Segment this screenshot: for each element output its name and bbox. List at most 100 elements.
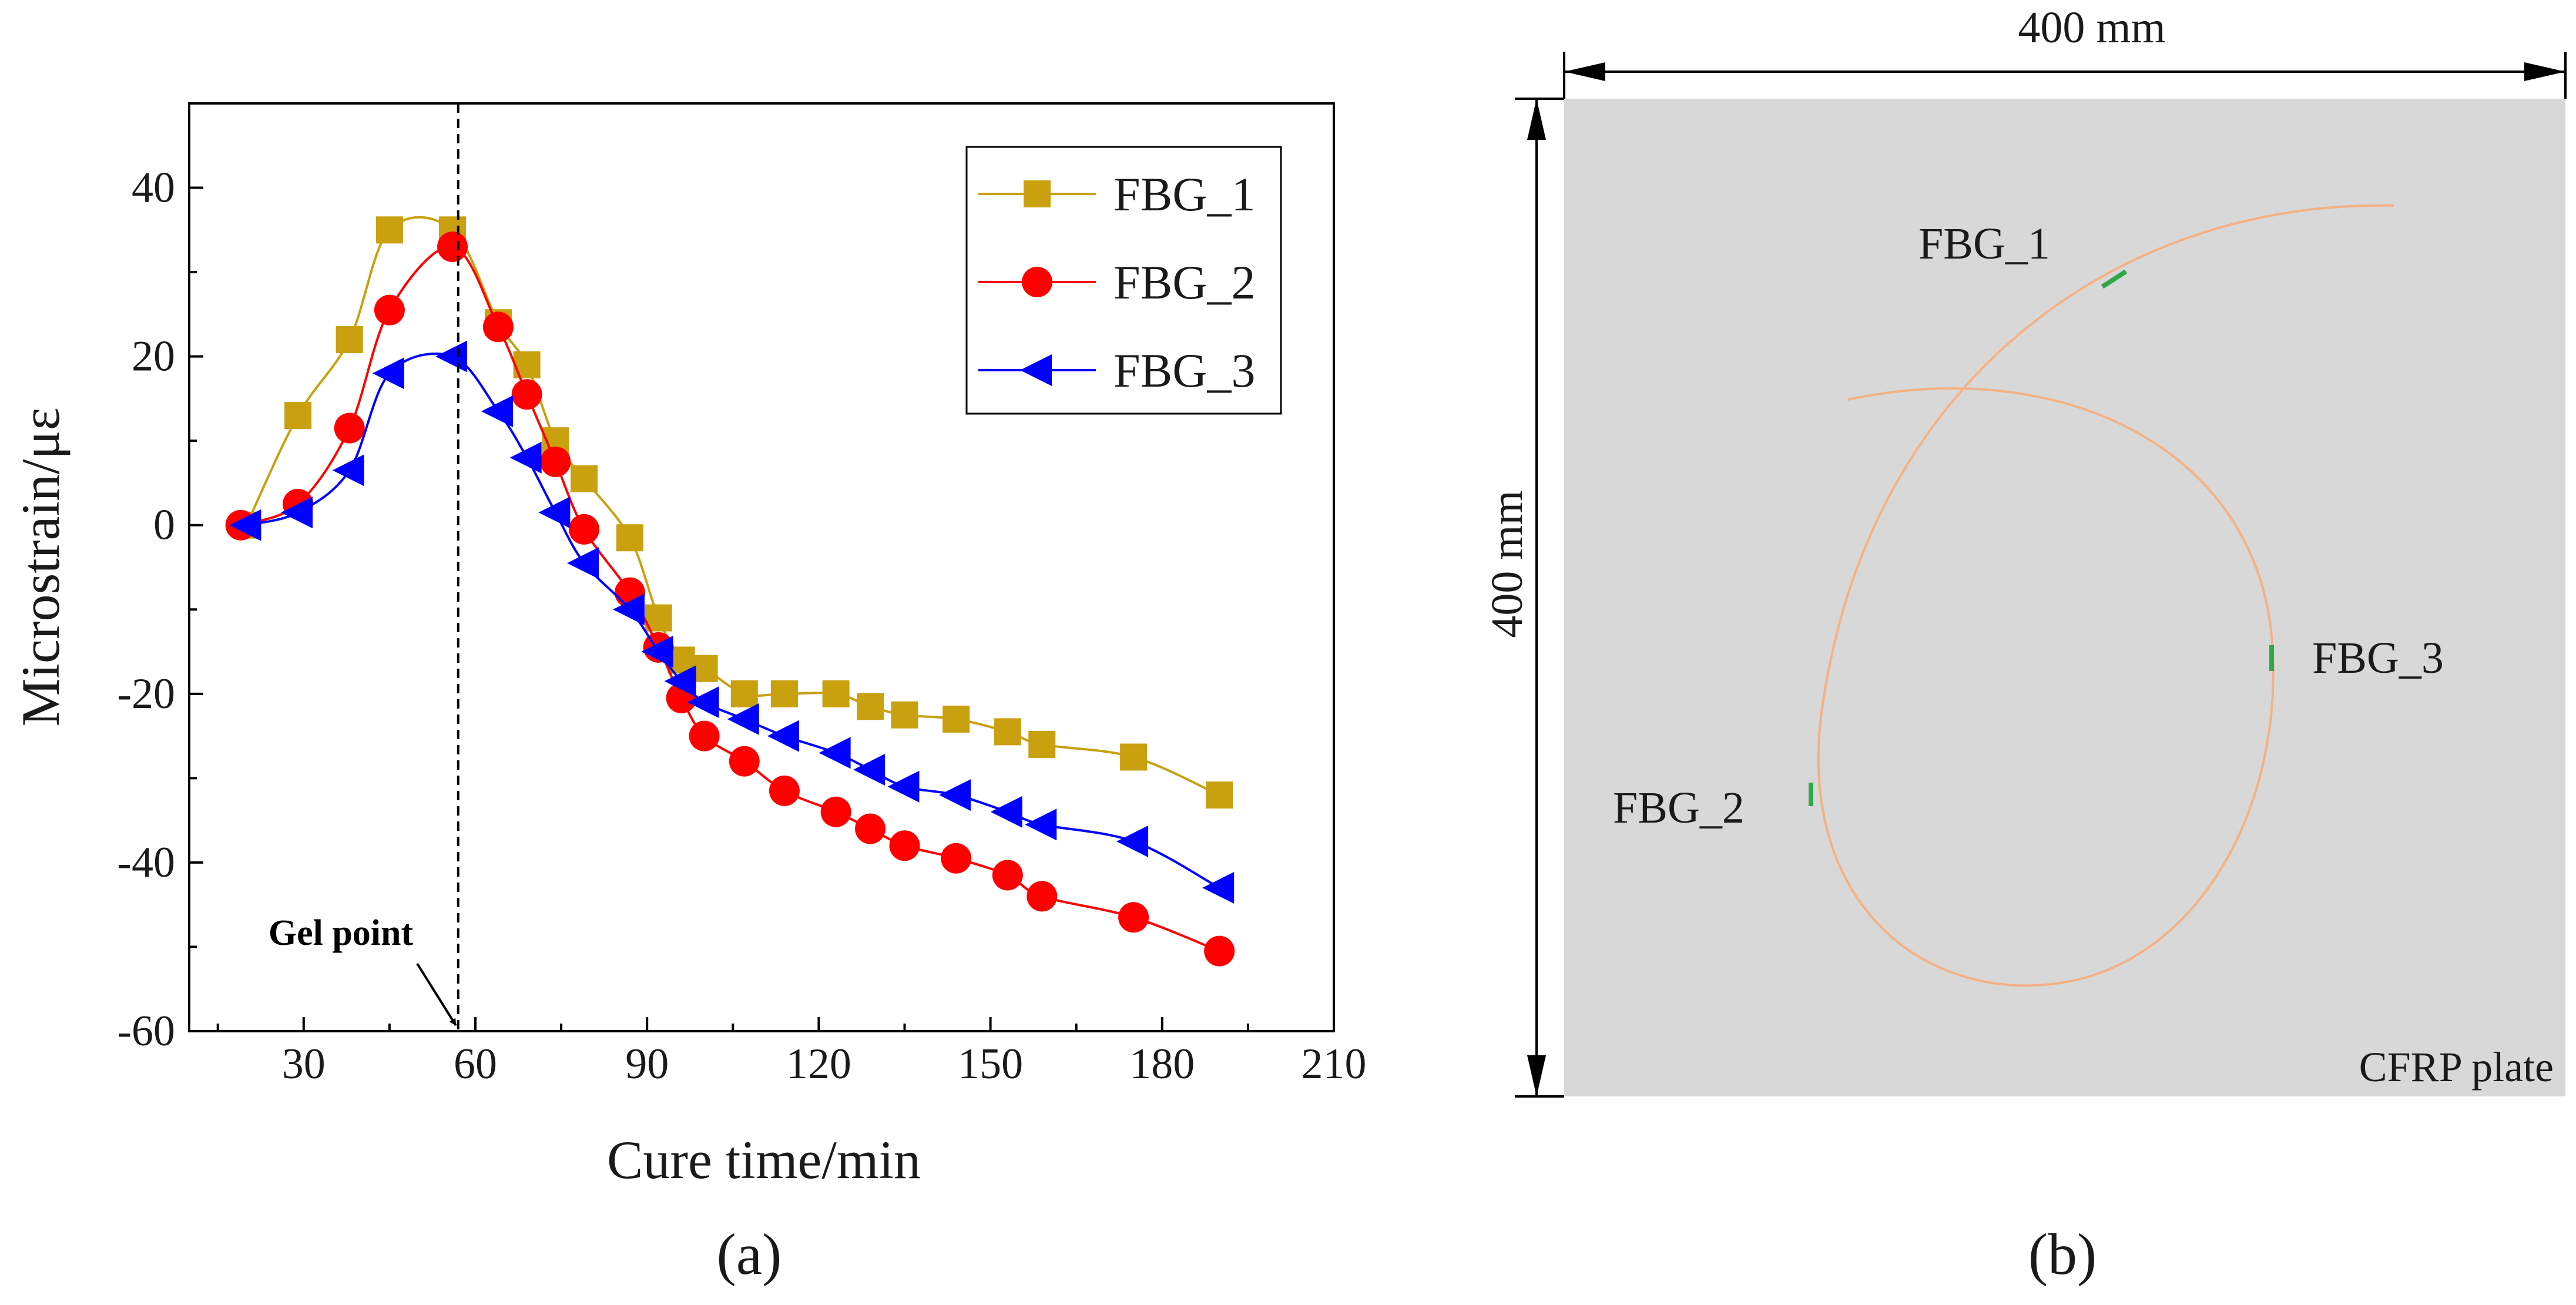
x-tick-label: 180	[1129, 1040, 1195, 1088]
y-tick-label: 40	[132, 164, 175, 212]
data-point	[372, 357, 404, 390]
data-point	[481, 395, 513, 427]
data-point	[767, 720, 799, 752]
data-point	[375, 216, 403, 244]
data-point	[612, 593, 645, 626]
data-point	[538, 496, 571, 529]
data-point	[1204, 935, 1235, 967]
data-point	[994, 718, 1021, 746]
legend-marker	[1024, 180, 1051, 207]
data-point	[727, 703, 759, 735]
legend-item-fbg-3: FBG_3	[978, 344, 1256, 397]
data-point	[336, 326, 363, 353]
y-tick-label: 0	[153, 501, 175, 549]
data-point	[689, 720, 720, 752]
y-tick-label: -60	[117, 1007, 175, 1055]
panel-b-schematic: 400 mm 400 mm FBG_1 FBG_2 FBG_3 CFRP pla…	[1482, 3, 2567, 1287]
data-point	[334, 412, 365, 444]
fbg-3-label: FBG_3	[2312, 633, 2444, 683]
y-tick-label: -20	[117, 670, 175, 718]
series-fbg-3	[229, 340, 1235, 904]
x-tick-label: 60	[454, 1040, 497, 1088]
data-point	[822, 680, 850, 707]
data-point	[1202, 871, 1235, 904]
data-point	[1118, 902, 1149, 933]
data-point	[511, 379, 542, 410]
legend-item-fbg-2: FBG_2	[978, 256, 1256, 309]
y-tick-label: -40	[117, 838, 175, 887]
legend-marker	[1020, 354, 1052, 386]
cfrp-plate	[1564, 99, 2565, 1096]
y-tick-label: 20	[132, 333, 175, 381]
data-point	[820, 796, 851, 827]
data-point	[853, 754, 886, 786]
x-tick-label: 150	[958, 1040, 1023, 1088]
data-point	[770, 680, 798, 707]
data-point	[509, 441, 542, 474]
panel-b-label: (b)	[2028, 1222, 2097, 1287]
data-point	[1025, 809, 1057, 841]
data-point	[567, 547, 599, 579]
data-point	[730, 680, 758, 707]
data-point	[857, 693, 884, 720]
data-point	[229, 509, 261, 541]
data-point	[1116, 826, 1149, 858]
data-point	[435, 340, 468, 373]
data-point	[437, 232, 468, 263]
data-point	[1120, 743, 1148, 771]
data-point	[664, 665, 696, 697]
legend-label: FBG_2	[1113, 256, 1256, 309]
legend-item-fbg-1: FBG_1	[978, 167, 1256, 221]
panel-a-label: (a)	[717, 1222, 782, 1287]
data-point	[990, 796, 1022, 828]
x-tick-label: 210	[1302, 1040, 1367, 1088]
series-fbg-1	[233, 216, 1233, 809]
panel-a-chart: 30 60 90 120 150 180 210 -60 -40 -20 0 20 40 Cure t…	[11, 102, 1367, 1287]
data-point	[281, 496, 313, 529]
data-point	[992, 860, 1023, 891]
data-point	[889, 830, 920, 861]
data-point	[939, 779, 971, 811]
data-point	[941, 843, 972, 874]
series-line	[246, 353, 1220, 889]
x-tick-label: 120	[786, 1040, 851, 1088]
x-tick-label: 30	[282, 1040, 326, 1088]
data-point	[687, 686, 719, 719]
data-point	[1027, 881, 1058, 912]
data-point	[1206, 781, 1233, 809]
chart-legend: FBG_1 FBG_2 FBG_3	[965, 146, 1282, 415]
data-point	[729, 746, 760, 777]
data-point	[482, 311, 514, 343]
data-point	[571, 465, 598, 492]
y-axis-label: Microstrain/με	[11, 408, 71, 727]
x-tick-label: 90	[625, 1040, 669, 1088]
data-point	[942, 705, 970, 733]
plot-area-frame	[188, 102, 1335, 1032]
data-point	[284, 402, 312, 430]
x-axis-ticks: 30 60 90 120 150 180 210	[216, 1017, 1367, 1088]
data-point	[374, 294, 405, 326]
legend-label: FBG_1	[1113, 167, 1256, 221]
fbg-2-label: FBG_2	[1613, 783, 1745, 833]
data-point	[513, 351, 541, 378]
data-point	[887, 770, 920, 803]
data-point	[891, 701, 918, 729]
data-point	[855, 813, 886, 844]
width-arrow-left-icon	[1564, 62, 1605, 81]
height-arrow-bottom-icon	[1527, 1055, 1546, 1096]
optical-fiber-path	[1817, 204, 2394, 987]
data-point	[540, 447, 571, 478]
plate-label: CFRP plate	[2359, 1044, 2554, 1091]
fbg-1-label: FBG_1	[1918, 219, 2050, 269]
legend-label: FBG_3	[1113, 344, 1256, 397]
data-point	[569, 514, 600, 545]
data-point	[641, 636, 673, 668]
y-axis-ticks: -60 -40 -20 0 20 40	[117, 102, 203, 1055]
data-point	[1028, 730, 1056, 758]
fbg-1-sensor	[2101, 269, 2128, 289]
gel-point-label: Gel point	[269, 913, 414, 953]
data-point	[332, 454, 364, 487]
gel-point-arrow	[416, 962, 457, 1026]
width-dimension-label: 400 mm	[2018, 3, 2165, 52]
width-arrow-right-icon	[2524, 62, 2565, 81]
